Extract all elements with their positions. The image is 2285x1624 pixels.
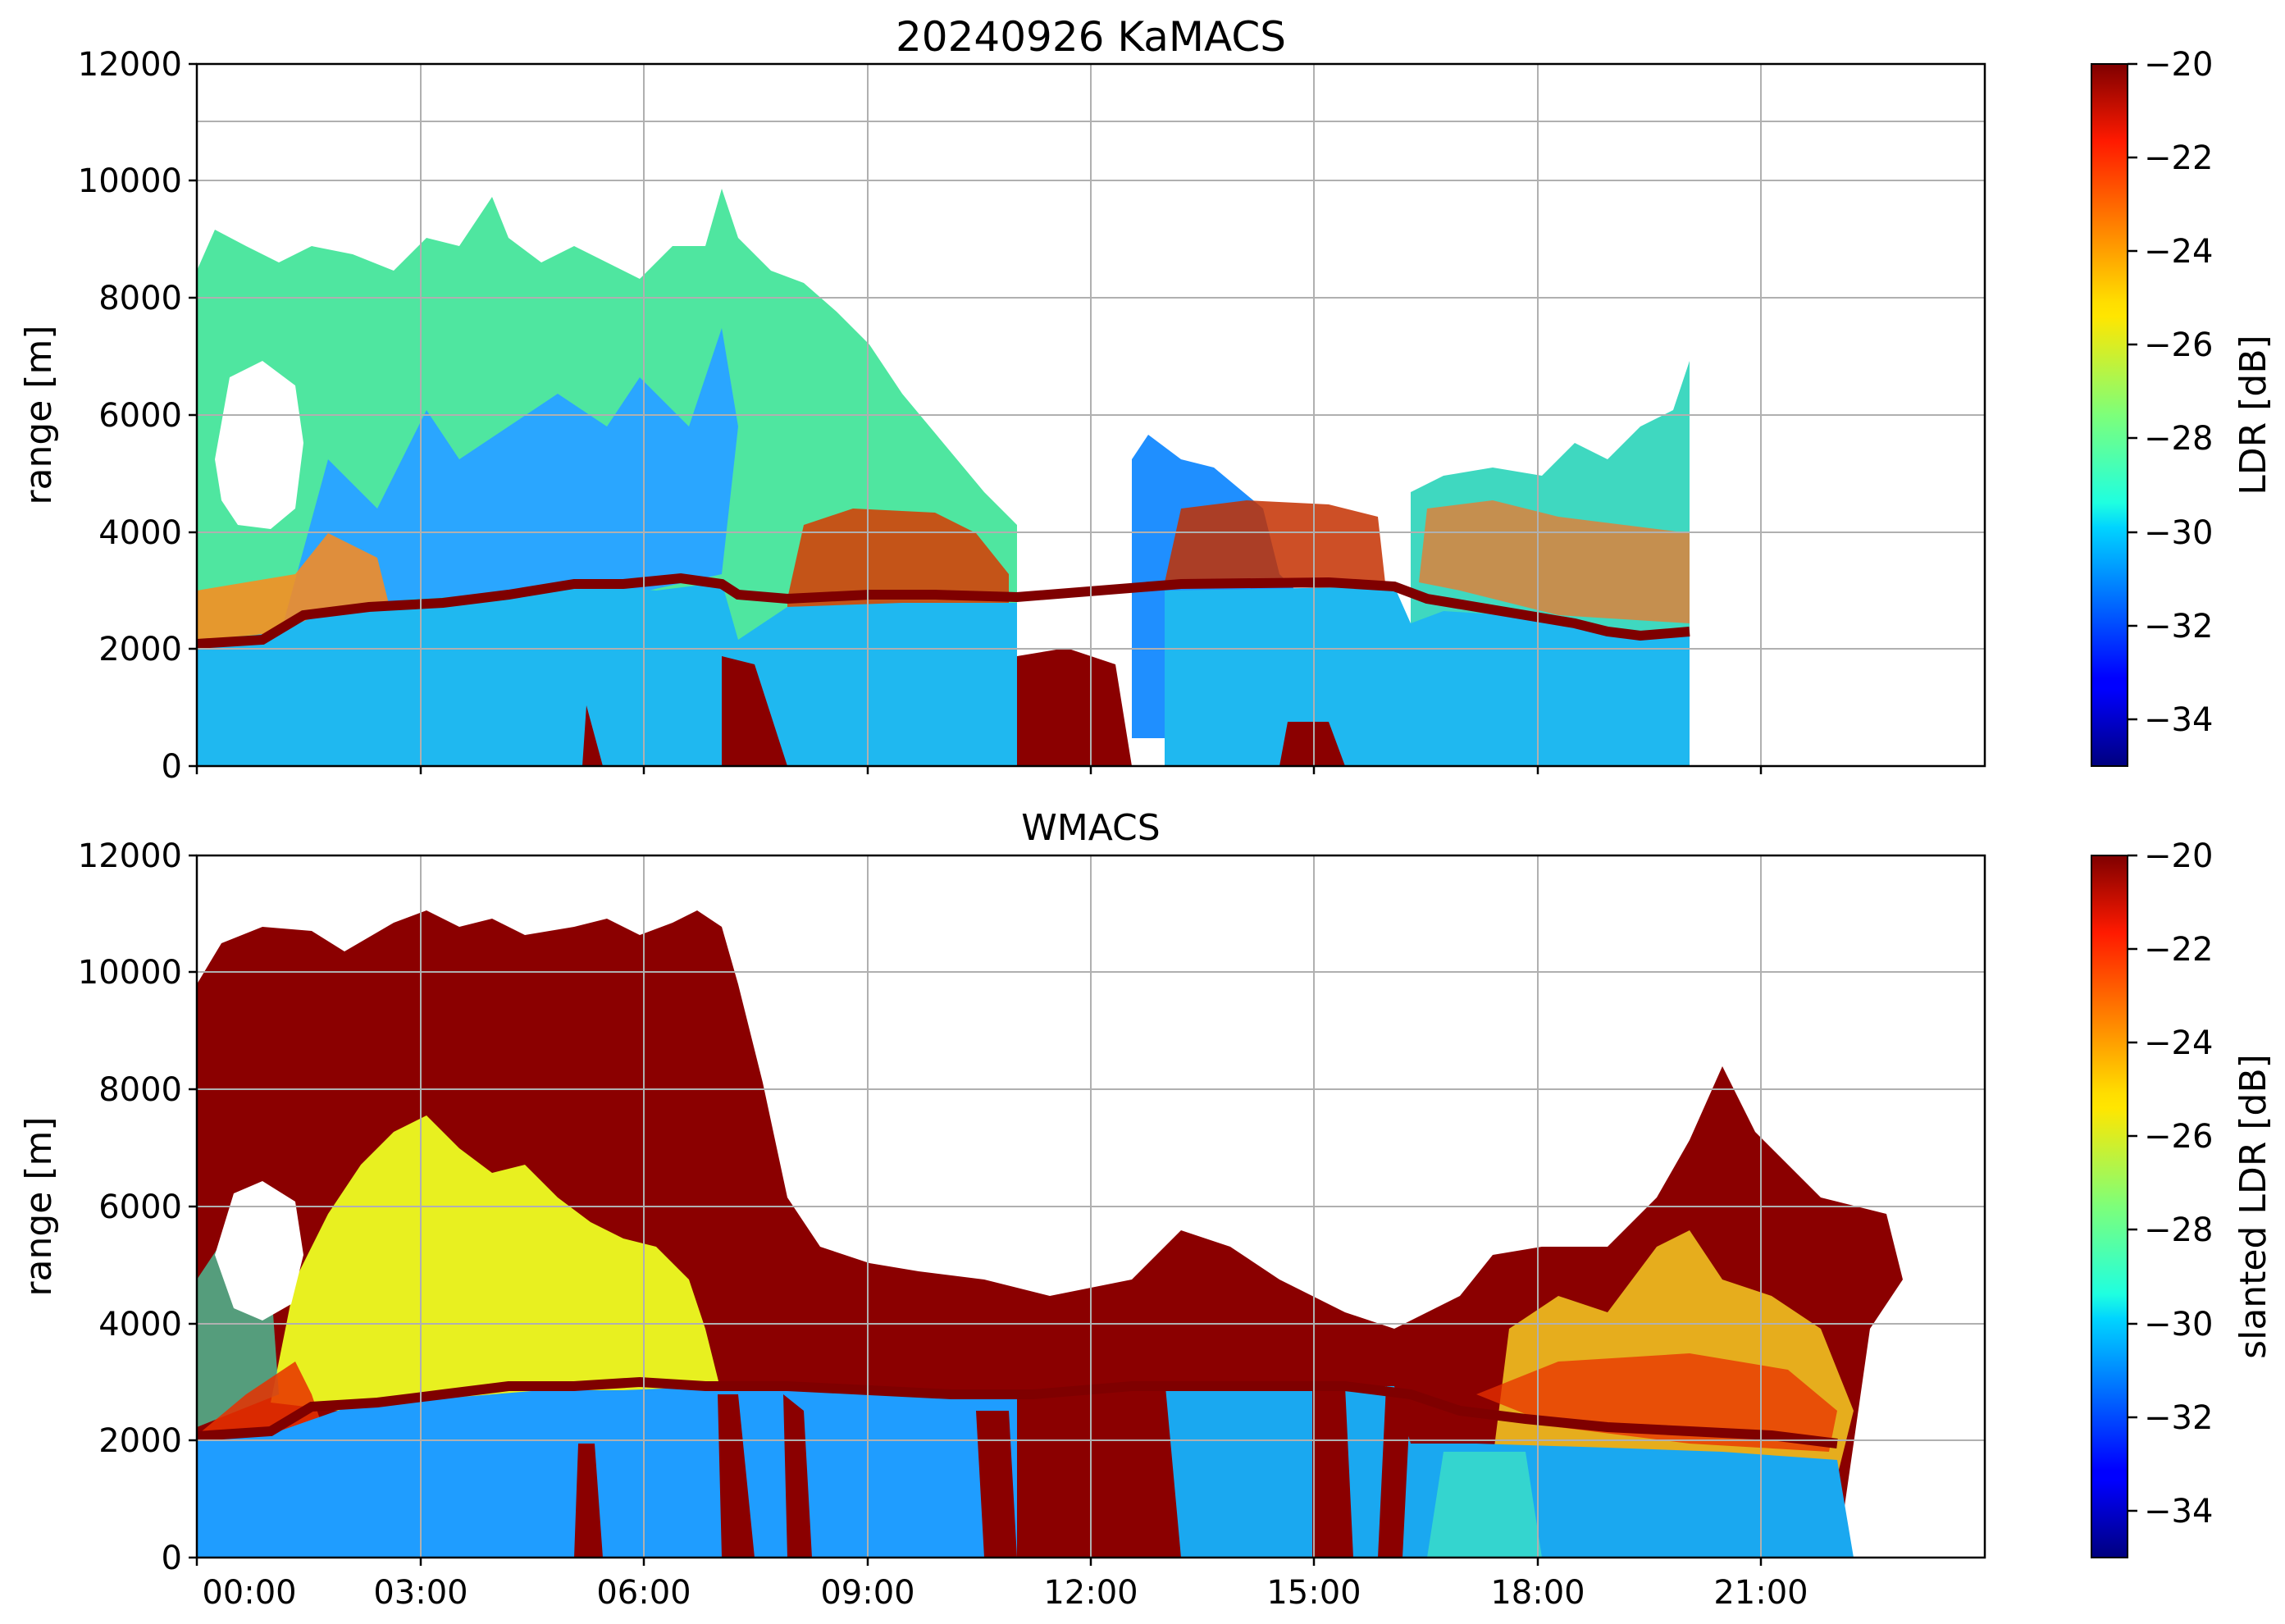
upper-orange-layer-4-kamacs xyxy=(1419,500,1690,623)
y-tick-label: 12000 xyxy=(78,46,182,84)
y-axis-label-kamacs: range [m] xyxy=(18,325,60,504)
y-tick-label: 0 xyxy=(162,748,182,786)
rain-region-kamacs xyxy=(197,582,1017,766)
y-tick-label: 12000 xyxy=(78,837,182,875)
colorbar-tick-label: −24 xyxy=(2144,233,2213,271)
colorbar-tick-label: −22 xyxy=(2144,139,2213,177)
rain-teal-wmacs xyxy=(1427,1452,1542,1558)
clutter-kamacs xyxy=(582,648,1345,766)
grid-kamacs xyxy=(197,64,1985,766)
panel-title-wmacs: WMACS xyxy=(1021,807,1160,849)
colorbar-tick-label: −30 xyxy=(2144,1306,2213,1343)
colorbar-tick-label: −22 xyxy=(2144,931,2213,969)
y-tick-marks-wmacs xyxy=(189,854,1763,1566)
panel-wmacs: WMACS range [m] xyxy=(18,807,2274,1612)
y-tick-label: 0 xyxy=(162,1540,182,1577)
colorbar-wmacs: −20 −22 −24 −26 −28 −30 −32 −34 slanted … xyxy=(2091,837,2274,1558)
rain-region-2-kamacs xyxy=(1165,586,1690,766)
y-tick-label: 2000 xyxy=(98,631,182,668)
colorbar-tick-label: −20 xyxy=(2144,46,2213,84)
y-tick-label: 6000 xyxy=(98,397,182,435)
y-ticks-wmacs: 12000 10000 8000 6000 4000 2000 0 xyxy=(78,837,182,1577)
plot-area-kamacs xyxy=(197,64,1985,766)
ice-cloud-yellow-wmacs xyxy=(271,1115,722,1419)
y-tick-label: 10000 xyxy=(78,954,182,992)
colorbar-gradient-kamacs xyxy=(2091,63,2128,767)
x-tick-label: 21:00 xyxy=(1713,1574,1808,1612)
melting-layer-kamacs xyxy=(197,573,1690,649)
x-tick-label: 03:00 xyxy=(373,1574,467,1612)
colorbar-kamacs: −20 −22 −24 −26 −28 −30 −32 −34 LDR [dB] xyxy=(2091,46,2274,767)
colorbar-tick-label: −34 xyxy=(2144,701,2213,739)
colorbar-tick-label: −28 xyxy=(2144,420,2213,458)
grid-wmacs xyxy=(197,855,1985,1558)
cloud-gap-kamacs xyxy=(215,361,303,529)
colorbar-tick-label: −26 xyxy=(2144,326,2213,364)
panel-title-kamacs: 20240926 KaMACS xyxy=(896,13,1286,61)
y-tick-label: 4000 xyxy=(98,1306,182,1343)
x-tick-label: 06:00 xyxy=(596,1574,691,1612)
y-tick-label: 2000 xyxy=(98,1422,182,1460)
colorbar-label-kamacs: LDR [dB] xyxy=(2233,335,2274,495)
y-tick-label: 10000 xyxy=(78,162,182,200)
colorbar-tick-label: −32 xyxy=(2144,608,2213,645)
y-tick-marks-kamacs xyxy=(189,62,1763,774)
x-tick-label: 12:00 xyxy=(1043,1574,1138,1612)
colorbar-label-wmacs: slanted LDR [dB] xyxy=(2233,1054,2274,1359)
cloud-gap-wmacs xyxy=(215,1181,303,1321)
colorbar-tick-label: −26 xyxy=(2144,1118,2213,1156)
y-ticks-kamacs: 12000 10000 8000 6000 4000 2000 0 xyxy=(78,46,182,786)
y-tick-label: 6000 xyxy=(98,1188,182,1226)
colorbar-tick-label: −20 xyxy=(2144,837,2213,875)
y-axis-label-wmacs: range [m] xyxy=(18,1116,60,1296)
y-tick-label: 4000 xyxy=(98,514,182,552)
panel-kamacs: 20240926 KaMACS range [m] xyxy=(18,13,2274,786)
colorbar-tick-label: −34 xyxy=(2144,1493,2213,1530)
x-ticks-wmacs: 00:00 03:00 06:00 09:00 12:00 15:00 18:0… xyxy=(202,1574,1808,1612)
colorbar-tick-label: −32 xyxy=(2144,1399,2213,1437)
y-tick-label: 8000 xyxy=(98,280,182,317)
ice-cloud-blue-kamacs xyxy=(279,328,738,640)
plot-area-wmacs xyxy=(197,855,1985,1558)
upper-orange-layer-3-kamacs xyxy=(1165,500,1386,591)
rain-region-wmacs xyxy=(197,1386,1017,1558)
streaks-wmacs xyxy=(574,1378,1411,1558)
colorbar-tick-label: −24 xyxy=(2144,1024,2213,1062)
colorbar-tick-label: −30 xyxy=(2144,514,2213,552)
y-tick-label: 8000 xyxy=(98,1071,182,1109)
colorbar-gradient-wmacs xyxy=(2091,855,2128,1558)
x-tick-label: 09:00 xyxy=(820,1574,914,1612)
x-tick-label: 18:00 xyxy=(1490,1574,1585,1612)
x-tick-label: 15:00 xyxy=(1266,1574,1361,1612)
x-tick-label: 00:00 xyxy=(202,1574,296,1612)
colorbar-tick-label: −28 xyxy=(2144,1211,2213,1249)
